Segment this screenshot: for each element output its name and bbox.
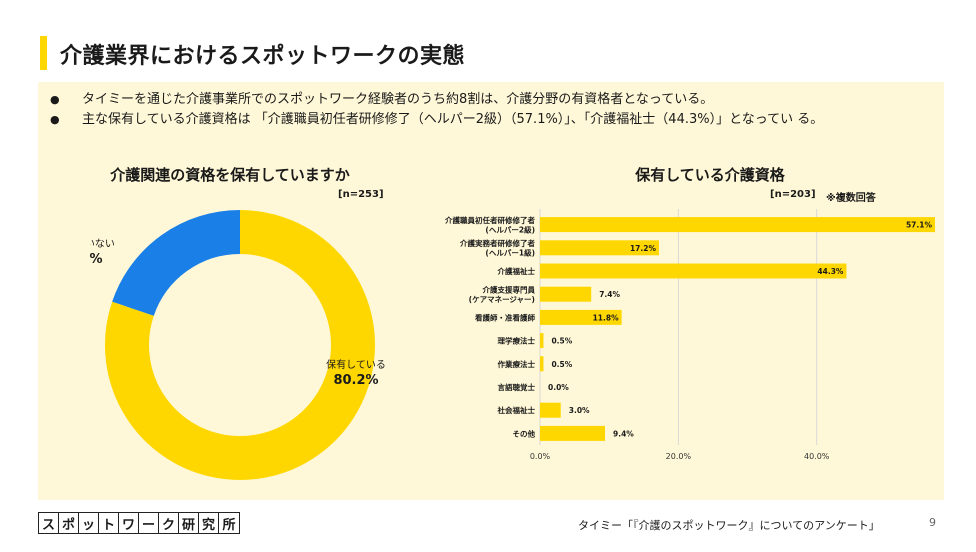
bar xyxy=(540,240,659,256)
bullet-item: タイミーを通じた介護事業所でのスポットワーク経験者のうち約8割は、介護分野の有資… xyxy=(48,90,928,110)
donut-category-label: 保有していない xyxy=(90,237,115,250)
logo-char: ト xyxy=(99,513,119,533)
logo-char: ク xyxy=(159,513,179,533)
bar-x-tick-label: 20.0% xyxy=(666,452,692,461)
bar-value-label: 0.5% xyxy=(551,337,572,346)
bullet-item: 主な保有している介護資格は 「介護職員初任者研修修了（ヘルパー2級）（57.1%… xyxy=(48,110,928,130)
bar xyxy=(540,309,622,325)
logo-char: ッ xyxy=(79,513,99,533)
bar xyxy=(540,425,606,441)
bar-category-label: 看護師・准看護師 xyxy=(474,312,535,322)
page-number: 9 xyxy=(929,516,936,529)
bar-value-label: 9.4% xyxy=(613,429,634,438)
bar-category-label: 理学療法士 xyxy=(498,336,536,346)
spot-work-lab-logo: スポットワーク研究所 xyxy=(38,512,240,534)
bar xyxy=(540,263,847,279)
source-note: タイミー「『介護のスポットワーク』についてのアンケート」 xyxy=(578,519,880,532)
bar-category-label: 言語聴覚士 xyxy=(498,382,536,392)
bar-value-label: 17.2% xyxy=(630,244,657,253)
donut-chart-title: 介護関連の資格を保有していますか xyxy=(110,166,350,184)
bar xyxy=(540,356,544,372)
logo-char: 研 xyxy=(179,513,199,533)
bar xyxy=(540,333,544,349)
bar-value-label: 3.0% xyxy=(569,406,590,415)
donut-slice xyxy=(112,210,241,317)
page-title: 介護業界におけるスポットワークの実態 xyxy=(60,44,466,69)
bar-category-label: その他 xyxy=(513,428,536,438)
logo-char: 究 xyxy=(199,513,219,533)
donut-chart: 保有している 80.2% 保有していない 19.8% xyxy=(90,210,386,480)
bar-category-label: 介護職員初任者研修修了者 xyxy=(444,215,535,225)
bar-chart-title: 保有している介護資格 xyxy=(635,166,785,184)
bar-value-label: 11.8% xyxy=(593,313,620,322)
logo-char: ー xyxy=(139,513,159,533)
bar-category-label: 社会福祉士 xyxy=(497,405,536,415)
bar-category-label: (ケアマネージャー) xyxy=(469,295,535,304)
logo-char: ス xyxy=(39,513,59,533)
bar-value-label: 0.5% xyxy=(551,360,572,369)
bar-chart: 0.0% 20.0% 40.0% 介護職員初任者研修修了者(ヘルパー2級) 57.1% 介… xyxy=(444,209,935,461)
donut-value-label: 19.8% xyxy=(90,252,103,267)
bar-value-label: 57.1% xyxy=(906,221,933,230)
bar-category-label: (ヘルパー2級) xyxy=(485,224,535,234)
logo-char: 所 xyxy=(222,517,236,533)
donut-n-label: [n=253] xyxy=(338,189,384,200)
bar xyxy=(540,217,935,233)
title-accent-bar xyxy=(40,36,47,70)
bar xyxy=(540,286,592,302)
bar-category-label: (ヘルパー1級) xyxy=(485,248,535,258)
bar-category-label: 介護実務者研修修了者 xyxy=(459,238,535,248)
logo-char: ワ xyxy=(119,513,139,533)
bar-category-label: 介護福祉士 xyxy=(497,266,536,276)
donut-value-label: 80.2% xyxy=(333,373,378,388)
bar-category-label: 介護支援専門員 xyxy=(482,284,536,294)
bullet-list: タイミーを通じた介護事業所でのスポットワーク経験者のうち約8割は、介護分野の有資… xyxy=(48,90,928,130)
bar-n-label: [n=203] xyxy=(770,189,816,200)
bar-value-label: 7.4% xyxy=(599,290,620,299)
logo-char: ポ xyxy=(59,513,79,533)
donut-slice xyxy=(105,210,375,480)
bar-x-tick-label: 40.0% xyxy=(804,452,830,461)
bar xyxy=(540,402,561,418)
bar-value-label: 44.3% xyxy=(817,267,844,276)
bar-value-label: 0.0% xyxy=(548,383,569,392)
bar-note: ※複数回答 xyxy=(826,193,876,204)
bar-x-tick-label: 0.0% xyxy=(530,452,551,461)
bar-category-label: 作業療法士 xyxy=(498,359,536,369)
donut-category-label: 保有している xyxy=(326,358,386,371)
